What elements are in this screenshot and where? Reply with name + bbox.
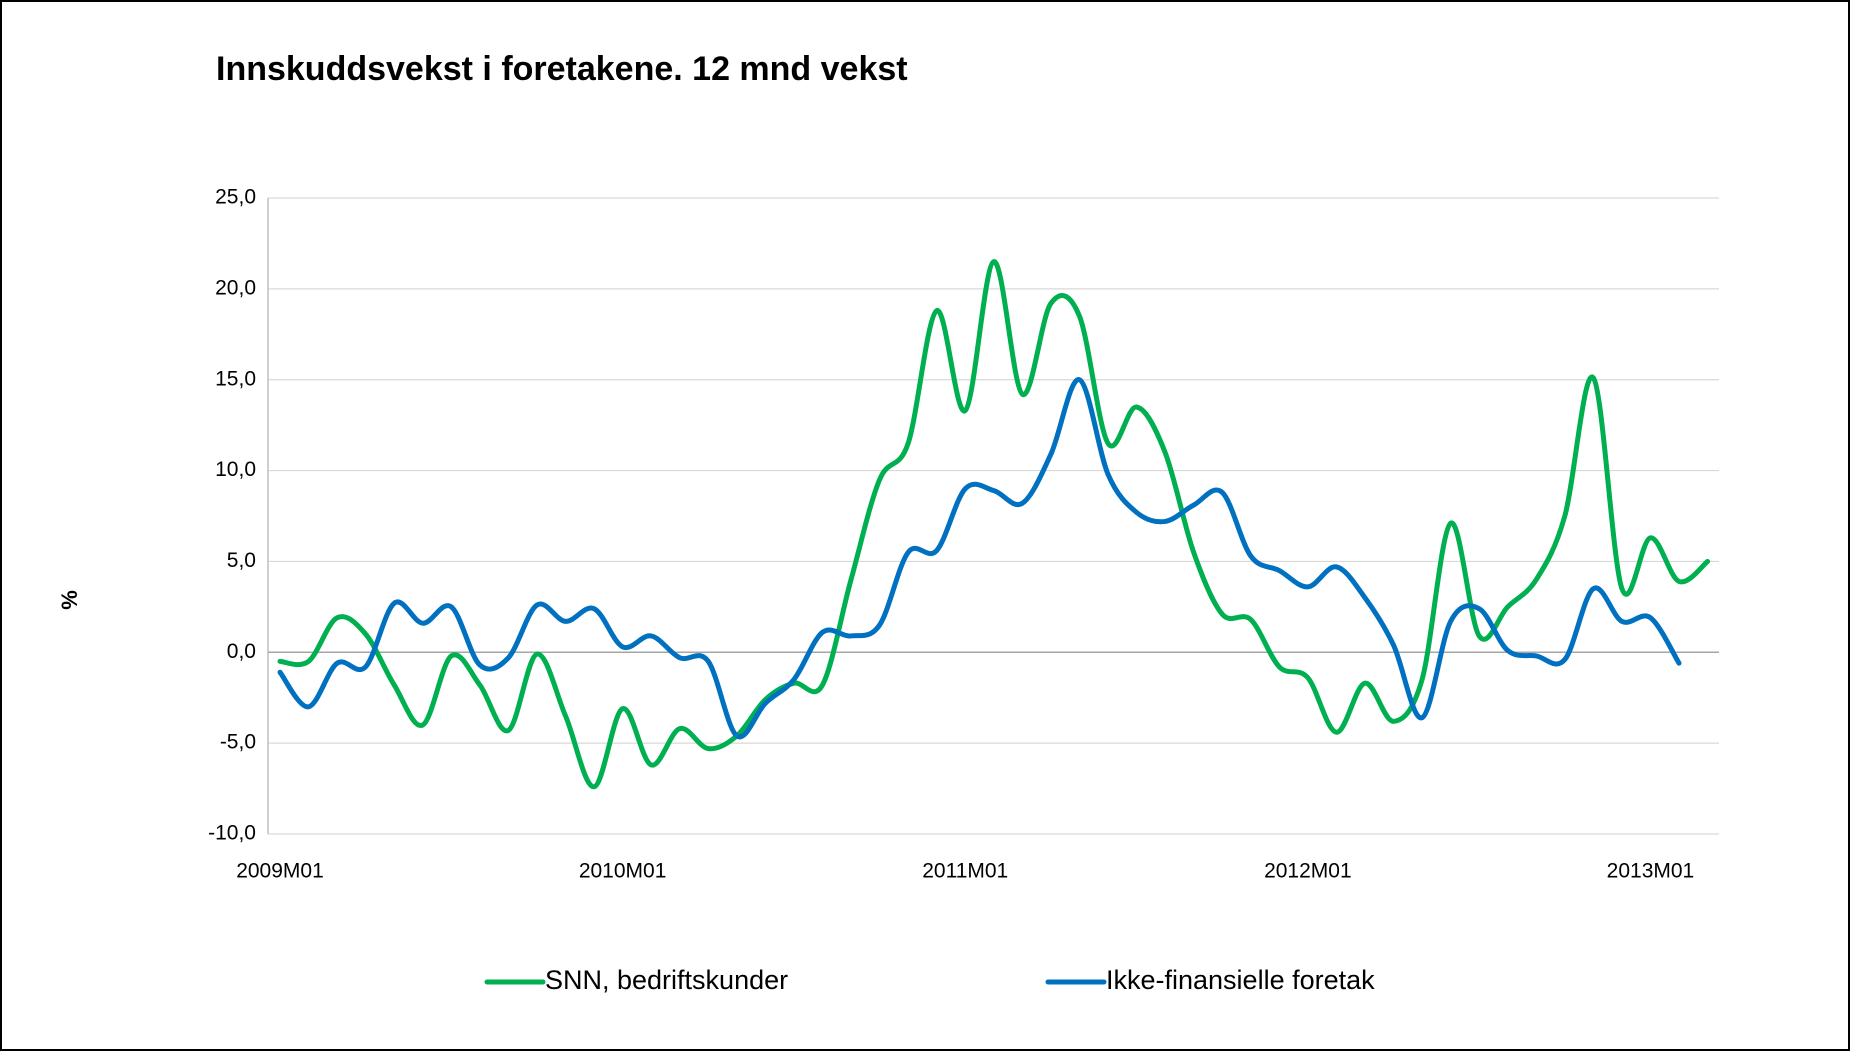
x-tick-label: 2010M01 <box>579 860 667 883</box>
y-tick-label: 25,0 <box>215 186 256 209</box>
x-tick-label: 2012M01 <box>1264 860 1352 883</box>
data-line <box>277 259 1711 790</box>
y-axis-label: % <box>57 590 82 610</box>
y-tick-label: -10,0 <box>208 822 256 845</box>
legend-label: SNN, bedriftskunder <box>545 965 788 995</box>
y-tick-label: -5,0 <box>220 731 256 754</box>
x-tick-label: 2011M01 <box>922 860 1008 883</box>
y-tick-label: 5,0 <box>227 549 256 572</box>
y-tick-label: 20,0 <box>215 276 256 299</box>
chart-title: Innskuddsvekst i foretakene. 12 mnd veks… <box>216 50 908 88</box>
y-tick-label: 10,0 <box>215 458 256 481</box>
y-tick-label: 0,0 <box>227 640 256 663</box>
y-tick-label: 15,0 <box>215 367 256 390</box>
x-tick-label: 2009M01 <box>236 860 324 883</box>
data-line <box>277 377 1682 740</box>
x-tick-label: 2013M01 <box>1607 860 1695 883</box>
legend-label: Ikke-finansielle foretak <box>1106 965 1375 995</box>
